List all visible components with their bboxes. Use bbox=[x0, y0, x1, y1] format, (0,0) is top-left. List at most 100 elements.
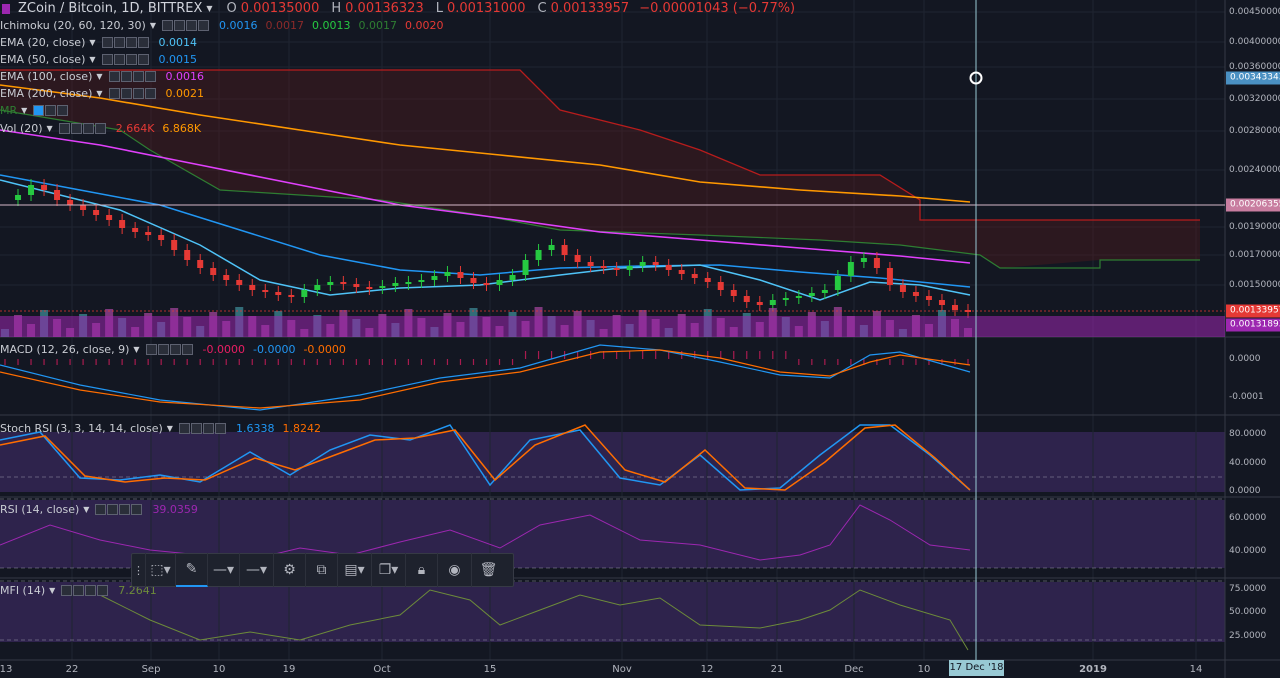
close-icon[interactable] bbox=[131, 504, 143, 515]
settings-icon[interactable] bbox=[70, 123, 82, 134]
eye-icon[interactable]: ◉ bbox=[438, 553, 472, 587]
symbol-legend: ZCoin / Bitcoin, 1D, BITTREX ▼ O 0.00135… bbox=[0, 1, 795, 16]
indicator-buttons[interactable] bbox=[61, 585, 109, 596]
rsi-name[interactable]: RSI (14, close) bbox=[0, 503, 80, 516]
close-icon[interactable] bbox=[144, 71, 156, 82]
indicator-buttons[interactable] bbox=[101, 54, 149, 65]
eye-icon[interactable] bbox=[95, 504, 107, 515]
stochrsi-name[interactable]: Stoch RSI (3, 3, 14, 14, close) bbox=[0, 422, 163, 435]
more-icon[interactable] bbox=[185, 20, 197, 31]
eye-icon[interactable] bbox=[61, 585, 73, 596]
close-icon[interactable] bbox=[137, 54, 149, 65]
eye-icon[interactable] bbox=[145, 344, 157, 355]
ema100-name[interactable]: EMA (100, close) bbox=[0, 70, 93, 83]
more-icon[interactable] bbox=[125, 37, 137, 48]
more-icon[interactable] bbox=[125, 54, 137, 65]
candle-body bbox=[717, 282, 724, 290]
close-icon[interactable] bbox=[137, 37, 149, 48]
chevron-down-icon[interactable]: ▼ bbox=[149, 21, 156, 30]
settings-icon[interactable] bbox=[45, 105, 57, 116]
settings-icon[interactable] bbox=[113, 54, 125, 65]
clone-icon[interactable]: ⧉ bbox=[306, 553, 338, 587]
close-icon[interactable] bbox=[144, 88, 156, 99]
close-icon[interactable] bbox=[97, 585, 109, 596]
close-icon[interactable] bbox=[94, 123, 106, 134]
drag-handle-icon[interactable]: ⋮ bbox=[132, 553, 146, 587]
symbol-title[interactable]: ZCoin / Bitcoin, 1D, BITTREX bbox=[18, 1, 203, 16]
trash-icon[interactable]: 🗑︎ bbox=[479, 562, 498, 578]
template-icon[interactable]: ▤▾ bbox=[338, 553, 372, 587]
close-icon[interactable] bbox=[181, 344, 193, 355]
candle-body bbox=[106, 215, 113, 220]
select-area-icon[interactable]: ⬚▾ bbox=[146, 553, 176, 587]
indicator-buttons[interactable] bbox=[178, 423, 226, 434]
lock-icon[interactable]: 🔒︎ bbox=[406, 553, 438, 587]
eye-icon[interactable] bbox=[161, 20, 173, 31]
chevron-down-icon[interactable]: ▼ bbox=[133, 345, 140, 354]
more-icon[interactable] bbox=[202, 423, 214, 434]
indicator-buttons[interactable] bbox=[33, 105, 69, 116]
eye-icon[interactable] bbox=[101, 54, 113, 65]
copy-icon[interactable]: ❐▾ bbox=[372, 553, 406, 587]
eye-icon[interactable] bbox=[108, 88, 120, 99]
indicator-buttons[interactable] bbox=[95, 504, 143, 515]
close-icon[interactable] bbox=[214, 423, 226, 434]
close-icon[interactable] bbox=[57, 105, 69, 116]
ema100-legend: EMA (100, close) ▼ 0.0016 bbox=[0, 69, 208, 84]
macd-name[interactable]: MACD (12, 26, close, 9) bbox=[0, 343, 130, 356]
eye-icon[interactable] bbox=[58, 123, 70, 134]
settings-icon[interactable] bbox=[113, 37, 125, 48]
chevron-down-icon[interactable]: ▼ bbox=[21, 106, 28, 115]
indicator-buttons[interactable] bbox=[145, 344, 193, 355]
settings-icon[interactable]: ⚙ bbox=[274, 553, 306, 587]
indicator-buttons[interactable] bbox=[108, 71, 156, 82]
indicator-buttons[interactable] bbox=[101, 37, 149, 48]
more-icon[interactable] bbox=[132, 71, 144, 82]
more-icon[interactable] bbox=[85, 585, 97, 596]
line-style-icon[interactable]: —▾ bbox=[208, 553, 240, 587]
settings-icon[interactable] bbox=[120, 71, 132, 82]
chevron-down-icon[interactable]: ▼ bbox=[49, 586, 56, 595]
chevron-down-icon[interactable]: ▼ bbox=[96, 72, 103, 81]
settings-icon[interactable] bbox=[73, 585, 85, 596]
time-tick: 14 bbox=[1189, 664, 1203, 675]
eye-icon[interactable] bbox=[178, 423, 190, 434]
settings-icon[interactable] bbox=[157, 344, 169, 355]
chevron-down-icon[interactable]: ▼ bbox=[206, 4, 213, 13]
chevron-down-icon[interactable]: ▼ bbox=[96, 89, 103, 98]
volume-band bbox=[0, 316, 1225, 337]
mr-name[interactable]: MR bbox=[0, 104, 18, 117]
indicator-buttons[interactable] bbox=[108, 88, 156, 99]
ema200-name[interactable]: EMA (200, close) bbox=[0, 87, 93, 100]
mfi-name[interactable]: MFI (14) bbox=[0, 584, 46, 597]
eye-icon[interactable] bbox=[108, 71, 120, 82]
settings-icon[interactable] bbox=[190, 423, 202, 434]
ichimoku-name[interactable]: Ichimoku (20, 60, 120, 30) bbox=[0, 19, 146, 32]
settings-icon[interactable] bbox=[120, 88, 132, 99]
line-width-icon[interactable]: —▾ bbox=[240, 553, 274, 587]
chevron-down-icon[interactable]: ▼ bbox=[46, 124, 53, 133]
candle-body bbox=[145, 232, 152, 235]
settings-icon[interactable] bbox=[107, 504, 119, 515]
settings-icon[interactable] bbox=[173, 20, 185, 31]
ema50-name[interactable]: EMA (50, close) bbox=[0, 53, 86, 66]
ema20-name[interactable]: EMA (20, close) bbox=[0, 36, 86, 49]
vol-name[interactable]: Vol (20) bbox=[0, 122, 43, 135]
pencil-icon[interactable]: ✎ bbox=[176, 553, 208, 587]
eye-icon[interactable] bbox=[33, 105, 45, 116]
indicator-buttons[interactable] bbox=[58, 123, 106, 134]
more-icon[interactable] bbox=[132, 88, 144, 99]
eye-icon[interactable] bbox=[101, 37, 113, 48]
chevron-down-icon[interactable]: ▼ bbox=[166, 424, 173, 433]
drawing-toolbar[interactable]: ⋮ ⬚▾ ✎ —▾ —▾ ⚙ ⧉ ▤▾ ❐▾ 🔒︎ ◉ 🗑︎ bbox=[131, 553, 514, 587]
chevron-down-icon[interactable]: ▼ bbox=[89, 55, 96, 64]
chevron-down-icon[interactable]: ▼ bbox=[89, 38, 96, 47]
more-icon[interactable] bbox=[119, 504, 131, 515]
more-icon[interactable] bbox=[169, 344, 181, 355]
indicator-buttons[interactable] bbox=[161, 20, 209, 31]
close-icon[interactable] bbox=[197, 20, 209, 31]
more-icon[interactable] bbox=[82, 123, 94, 134]
chevron-down-icon[interactable]: ▼ bbox=[83, 505, 90, 514]
price-tick: 0.00190000 bbox=[1229, 222, 1280, 232]
